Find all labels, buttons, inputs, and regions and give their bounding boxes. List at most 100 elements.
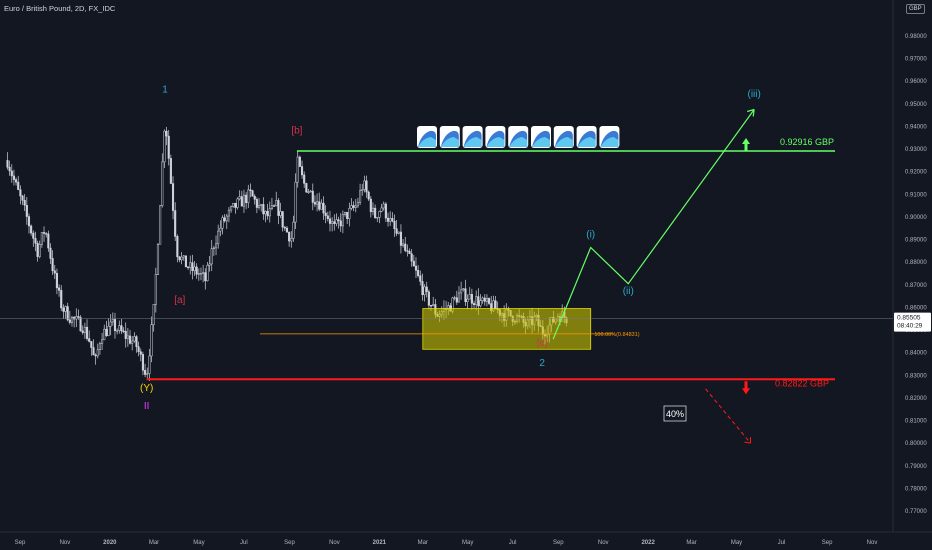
candle-body xyxy=(10,170,13,177)
candle-body xyxy=(348,208,351,219)
candle-body xyxy=(294,181,297,223)
candle-body xyxy=(481,297,484,301)
candle-body xyxy=(236,198,239,208)
candle-body xyxy=(371,207,375,213)
candle-body xyxy=(283,226,286,229)
candle-body xyxy=(384,203,387,219)
wave-icon-foam xyxy=(418,137,436,147)
candle-body xyxy=(285,227,289,233)
wave-label: [a] xyxy=(174,295,185,306)
wave-icon xyxy=(508,126,529,148)
candle-body xyxy=(223,217,226,222)
candle-body xyxy=(305,183,308,193)
candle-body xyxy=(257,205,261,208)
price-tick: 0.96000 xyxy=(905,79,927,85)
candle-body xyxy=(98,343,101,351)
candle-body xyxy=(174,210,177,237)
candle-body xyxy=(337,219,340,222)
candle-body xyxy=(423,286,426,296)
wave-label: [c] xyxy=(537,338,548,349)
candle-body xyxy=(417,270,420,276)
candle-body xyxy=(260,204,263,206)
red-level-label: 0.82822 GBP xyxy=(775,378,829,388)
currency-tag[interactable]: GBP xyxy=(906,4,925,14)
candle-body xyxy=(350,205,353,209)
candle-body xyxy=(212,247,215,249)
candle-body xyxy=(116,330,119,332)
wave-labels-layer: 1 [b] [a] (Y) II [c] 2 (i) (ii) (iii) xyxy=(140,85,761,413)
candle-body xyxy=(42,232,46,234)
candle-body xyxy=(270,205,273,209)
price-tick: 0.98000 xyxy=(905,34,927,40)
green-up-arrow-icon xyxy=(742,137,750,151)
wave-label: (iii) xyxy=(748,89,761,100)
time-tick: Mar xyxy=(149,540,159,546)
candle-body xyxy=(118,325,121,331)
wave-icon-foam xyxy=(600,137,619,147)
candle-body xyxy=(27,216,31,227)
support-zone-layer xyxy=(422,308,592,350)
time-tick: Sep xyxy=(15,540,26,546)
candle-body xyxy=(180,256,183,261)
candle-body xyxy=(242,194,246,207)
candle-body xyxy=(318,201,321,210)
candle-body xyxy=(15,179,18,183)
candle-body xyxy=(70,316,74,323)
candle-body xyxy=(53,270,56,274)
time-tick: Jul xyxy=(509,540,517,546)
time-tick: Sep xyxy=(822,540,833,546)
candle-body xyxy=(40,232,43,245)
candle-body xyxy=(62,307,65,312)
wave-label: (Y) xyxy=(140,383,153,394)
wave-icon-foam xyxy=(532,137,550,147)
wave-label: (ii) xyxy=(623,286,634,297)
candle-body xyxy=(141,354,144,371)
candle-body xyxy=(68,319,71,323)
candle-body xyxy=(288,231,291,242)
wave-icon-foam xyxy=(554,137,573,147)
candle-body xyxy=(25,204,28,217)
candle-body xyxy=(238,196,241,200)
time-tick: 2020 xyxy=(103,540,117,546)
candle-body xyxy=(380,207,383,212)
candle-body xyxy=(264,211,267,215)
candle-body xyxy=(453,297,456,299)
last-price-value: 0.85505 xyxy=(897,315,921,322)
price-tick: 0.90000 xyxy=(905,215,927,221)
wave-label: II xyxy=(144,401,150,412)
time-tick: May xyxy=(193,540,204,546)
candle-body xyxy=(475,296,478,306)
candle-body xyxy=(148,355,151,374)
candle-body xyxy=(331,221,334,224)
candle-body xyxy=(279,211,282,216)
wave-icon xyxy=(599,126,620,148)
candle-body xyxy=(103,328,106,341)
price-tick: 0.86000 xyxy=(905,305,927,311)
wave-icon xyxy=(531,126,551,148)
candle-body xyxy=(247,189,250,203)
time-axis[interactable]: Sep Nov 2020 Mar May Jul Sep Nov 2021 Mar May Jul Se… xyxy=(0,531,932,546)
candle-body xyxy=(34,238,37,244)
candle-body xyxy=(253,195,256,200)
candle-body xyxy=(133,336,136,342)
candle-body xyxy=(464,288,467,302)
candle-body xyxy=(66,306,69,321)
candle-body xyxy=(79,317,82,332)
candle-body xyxy=(128,335,132,344)
candle-body xyxy=(81,330,84,333)
price-tick: 0.93000 xyxy=(905,147,927,153)
candle-body xyxy=(113,319,117,331)
price-tick: 0.81000 xyxy=(905,419,927,425)
candle-body xyxy=(171,183,175,211)
candle-body xyxy=(176,236,179,258)
candle-body xyxy=(249,189,252,191)
candle-body xyxy=(397,231,400,234)
candle-body xyxy=(391,218,394,222)
time-tick: Jul xyxy=(778,540,786,546)
candle-body xyxy=(167,135,170,159)
candle-body xyxy=(359,190,362,203)
candle-body xyxy=(303,174,306,184)
candle-body xyxy=(6,160,9,168)
